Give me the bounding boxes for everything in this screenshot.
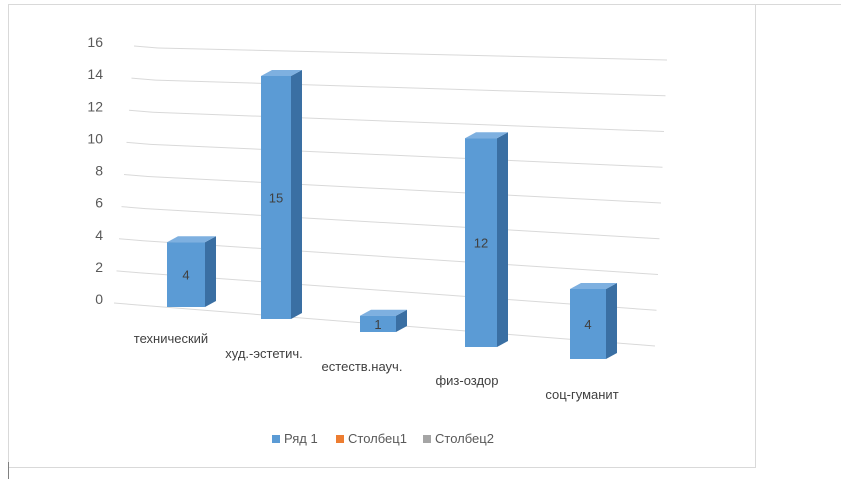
bar-front [360, 315, 396, 332]
gridline [150, 143, 663, 168]
gridline-depth [121, 206, 146, 210]
bar-top [465, 132, 508, 139]
gridline [145, 208, 660, 240]
y-tick-label: 2 [95, 259, 103, 275]
y-tick-label: 6 [95, 195, 103, 211]
y-axis-ticks: 0 2 4 6 8 10 12 14 16 [87, 34, 103, 307]
y-tick-label: 14 [87, 66, 103, 82]
y-tick-label: 0 [95, 291, 103, 307]
y-tick-label: 10 [87, 130, 103, 146]
gridline-depth [133, 45, 159, 49]
gridline [157, 47, 668, 61]
y-tick-label: 12 [87, 98, 103, 114]
bar-top [167, 236, 216, 243]
frame-edge-line [754, 4, 841, 5]
bar-2: 1 [360, 309, 407, 332]
chart-frame [8, 4, 756, 468]
legend-swatch [272, 435, 280, 443]
y-tick-label: 8 [95, 163, 103, 179]
gridline-depth [126, 141, 151, 145]
data-label: 1 [374, 317, 381, 332]
bar-3: 12 [465, 132, 508, 347]
bar-1: 15 [261, 70, 302, 319]
legend-item: Ряд 1 [272, 431, 318, 446]
category-label: физ-оздор [435, 373, 498, 388]
gridline-depth [128, 109, 154, 113]
gridline [142, 240, 659, 275]
bar-front [570, 289, 606, 359]
data-label: 4 [584, 317, 591, 332]
bar-side [291, 70, 302, 319]
gridline [147, 176, 662, 204]
bar-top [261, 70, 302, 76]
bar-side [606, 283, 617, 359]
gridline-depth [123, 174, 149, 177]
legend-item: Столбец1 [336, 431, 407, 446]
bar-side [396, 309, 407, 332]
bar-0: 4 [167, 236, 216, 307]
legend: Ряд 1 Столбец1 Столбец2 [272, 431, 494, 446]
y-tick-label: 4 [95, 227, 103, 243]
category-label: соц-гуманит [545, 387, 618, 402]
gridline [152, 111, 665, 132]
category-label: естеств.науч. [322, 359, 403, 374]
legend-label: Столбец1 [348, 431, 407, 446]
category-label: худ.-эстетич. [225, 346, 302, 361]
bar-side [205, 236, 216, 307]
bar-front [261, 76, 291, 319]
bar-4: 4 [570, 283, 617, 359]
bar-top [360, 309, 407, 316]
legend-label: Ряд 1 [284, 431, 318, 446]
legend-label: Столбец2 [435, 431, 494, 446]
legend-item: Столбец2 [423, 431, 494, 446]
frame-edge-tick [8, 462, 9, 479]
bar-top [570, 283, 617, 289]
data-label: 4 [182, 268, 189, 283]
gridline-depth [118, 238, 144, 242]
data-label: 12 [474, 236, 488, 251]
legend-swatch [423, 435, 431, 443]
category-label: технический [134, 331, 208, 346]
gridline-depth [131, 77, 156, 81]
gridline-depth [113, 302, 139, 306]
bar-front [465, 138, 497, 347]
bar-side [497, 132, 508, 347]
gridline [155, 79, 666, 97]
bars: 4 15 1 12 4 [167, 70, 617, 359]
data-label: 15 [269, 191, 283, 206]
legend-swatch [336, 435, 344, 443]
gridline-depth [116, 270, 141, 274]
bar-front [167, 242, 205, 307]
category-labels: технический худ.-эстетич. естеств.науч. физ… [134, 331, 619, 402]
y-tick-label: 16 [87, 34, 103, 50]
